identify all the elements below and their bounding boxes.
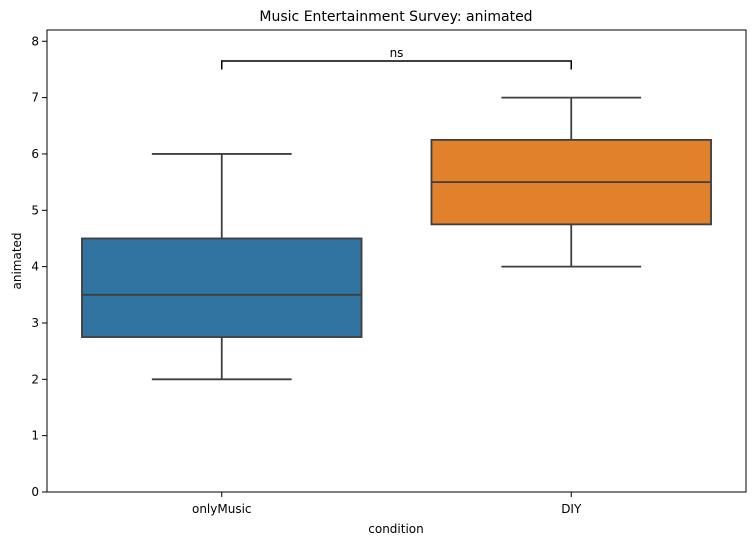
- y-axis-label: animated: [10, 232, 24, 289]
- significance-label: ns: [390, 46, 404, 60]
- y-tick-label: 1: [31, 429, 39, 443]
- chart-title: Music Entertainment Survey: animated: [259, 9, 532, 25]
- y-tick-label: 6: [31, 147, 39, 161]
- plot-area: 0 1 2 3 4 5 6 7 8 onlyMusic DIY ns: [31, 34, 712, 516]
- y-tick-label: 7: [31, 91, 39, 105]
- significance-bracket: [221, 60, 572, 70]
- x-tick-label: onlyMusic: [192, 502, 252, 516]
- iqr-box: [81, 237, 363, 338]
- box-diy: [430, 96, 712, 268]
- y-tick-label: 4: [31, 260, 39, 274]
- box-onlymusic: [81, 153, 363, 381]
- y-tick-label: 0: [31, 485, 39, 499]
- y-tick-label: 2: [31, 372, 39, 386]
- y-tick-label: 8: [31, 34, 39, 48]
- y-tick-label: 5: [31, 203, 39, 217]
- y-tick-label: 3: [31, 316, 39, 330]
- x-tick-label: DIY: [561, 502, 582, 516]
- x-axis-label: condition: [368, 522, 423, 536]
- plot-frame: [46, 29, 747, 493]
